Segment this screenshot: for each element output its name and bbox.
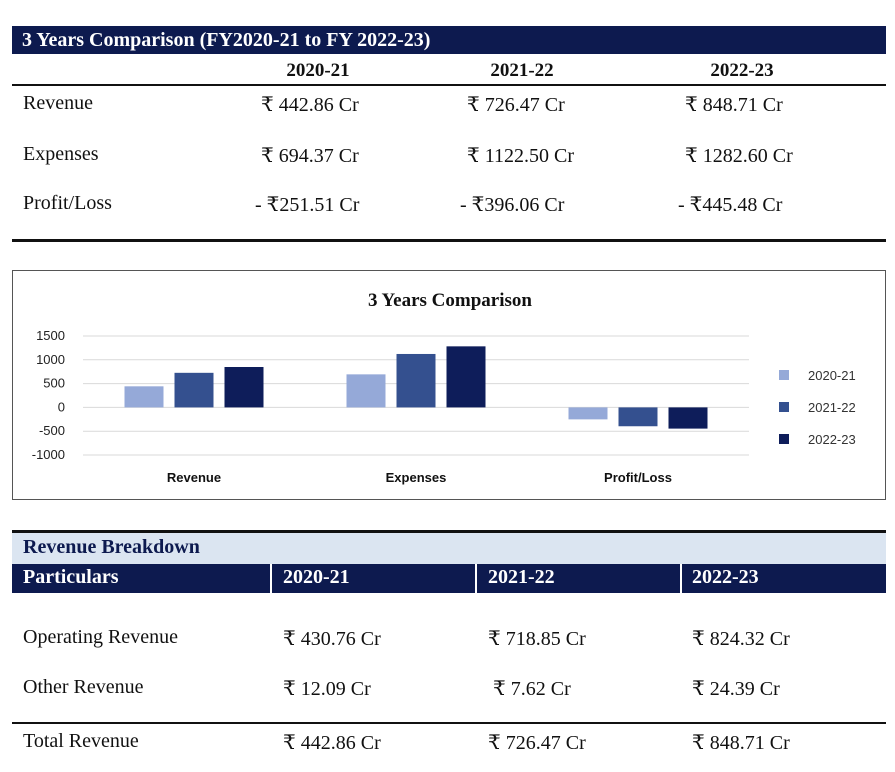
- table-cell: - ₹445.48 Cr: [678, 194, 783, 216]
- bar-revenue-2021-22: [174, 372, 214, 408]
- header-cell: [272, 564, 475, 593]
- table-bottom-rule: [12, 239, 886, 242]
- table-cell: ₹ 442.86 Cr: [283, 732, 381, 754]
- legend-label: 2022-23: [808, 432, 856, 447]
- header-particulars: Particulars: [23, 566, 119, 588]
- y-tick-label: 1500: [36, 328, 65, 343]
- table-cell: ₹ 1282.60 Cr: [685, 145, 793, 167]
- comparison-year-header: 2022-23: [710, 60, 774, 81]
- table-cell: ₹ 442.86 Cr: [261, 94, 359, 116]
- bar-expenses-2021-22: [396, 353, 436, 408]
- legend-swatch: [779, 402, 789, 412]
- legend-label: 2021-22: [808, 400, 856, 415]
- category-label: Expenses: [386, 470, 447, 485]
- table-cell: ₹ 848.71 Cr: [685, 94, 783, 116]
- table-cell: ₹ 726.47 Cr: [467, 94, 565, 116]
- section-top-rule: [12, 530, 886, 533]
- comparison-title: 3 Years Comparison (FY2020-21 to FY 2022…: [22, 29, 431, 51]
- table-cell: ₹ 430.76 Cr: [283, 628, 381, 650]
- table-cell: ₹ 694.37 Cr: [261, 145, 359, 167]
- legend-label: 2020-21: [808, 368, 856, 383]
- category-label: Revenue: [167, 470, 221, 485]
- y-tick-label: 1000: [36, 352, 65, 367]
- header-cell: [477, 564, 680, 593]
- header-cell: [12, 564, 270, 593]
- bar-revenue-2020-21: [124, 386, 164, 408]
- y-tick-label: -500: [39, 423, 65, 438]
- row-label-expenses: Expenses: [23, 143, 99, 165]
- comparison-year-header: 2020-21: [286, 60, 350, 81]
- header-cell: [682, 564, 886, 593]
- header-year: 2020-21: [283, 566, 350, 588]
- y-tick-label: -1000: [32, 447, 65, 462]
- table-cell: ₹ 24.39 Cr: [692, 678, 780, 700]
- y-tick-label: 500: [43, 376, 65, 391]
- header-divider: [12, 84, 886, 86]
- table-cell: ₹ 848.71 Cr: [692, 732, 790, 754]
- header-year: 2022-23: [692, 566, 759, 588]
- bar-expenses-2020-21: [346, 374, 386, 408]
- table-cell: ₹ 7.62 Cr: [493, 678, 571, 700]
- legend-swatch: [779, 434, 789, 444]
- row-label-total-revenue: Total Revenue: [23, 730, 139, 752]
- section-title: Revenue Breakdown: [23, 536, 200, 558]
- category-label: Profit/Loss: [604, 470, 672, 485]
- row-label-operating-revenue: Operating Revenue: [23, 626, 178, 648]
- comparison-title-bar: 3 Years Comparison (FY2020-21 to FY 2022…: [12, 26, 886, 54]
- bar-expenses-2022-23: [446, 346, 486, 408]
- chart-title: 3 Years Comparison: [368, 290, 532, 311]
- section-title-bar: [12, 533, 886, 564]
- table-cell: - ₹396.06 Cr: [460, 194, 565, 216]
- legend-swatch: [779, 370, 789, 380]
- comparison-chart: 3 Years Comparison 1500 1000 500 0 -500 -1000…: [12, 270, 886, 500]
- chart-canvas: 3 Years Comparison 1500 1000 500 0 -500 -1000…: [32, 290, 856, 485]
- row-label-other-revenue: Other Revenue: [23, 676, 144, 698]
- bar-profit-loss-2020-21: [568, 407, 608, 420]
- y-tick-label: 0: [58, 399, 65, 414]
- table-cell: ₹ 12.09 Cr: [283, 678, 371, 700]
- row-label-revenue: Revenue: [23, 92, 93, 114]
- bar-revenue-2022-23: [224, 367, 264, 408]
- bar-profit-loss-2022-23: [668, 407, 708, 429]
- bar-profit-loss-2021-22: [618, 407, 658, 427]
- comparison-year-header: 2021-22: [490, 60, 554, 81]
- header-year: 2021-22: [488, 566, 555, 588]
- table-cell: ₹ 718.85 Cr: [488, 628, 586, 650]
- total-divider: [12, 722, 886, 724]
- table-cell: ₹ 1122.50 Cr: [467, 145, 574, 167]
- table-cell: ₹ 726.47 Cr: [488, 732, 586, 754]
- row-label-profit-loss: Profit/Loss: [23, 192, 112, 214]
- table-cell: ₹ 824.32 Cr: [692, 628, 790, 650]
- table-cell: - ₹251.51 Cr: [255, 194, 360, 216]
